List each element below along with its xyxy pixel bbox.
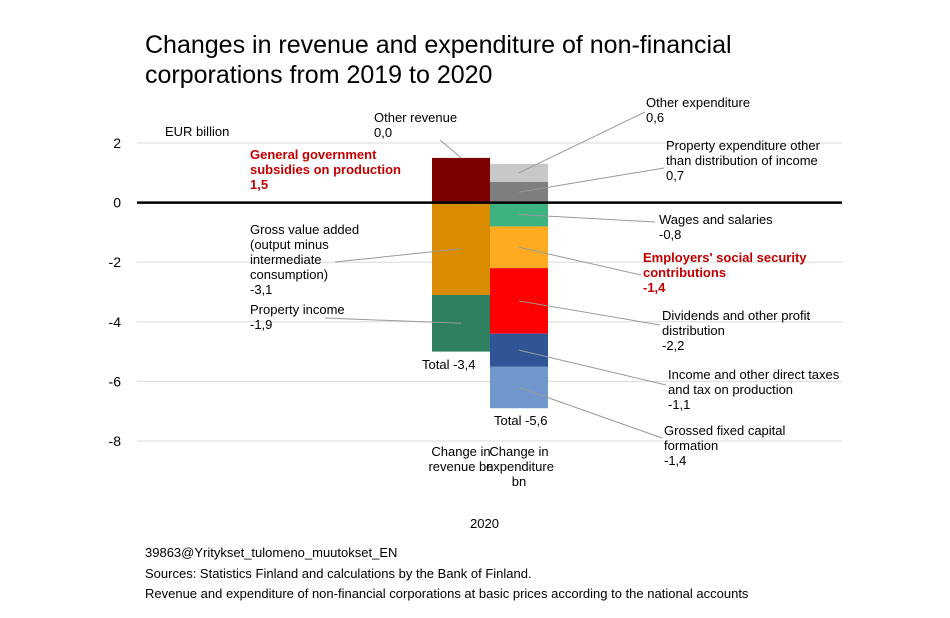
value-label: 1,5 [250,177,269,192]
y-tick-label: -2 [109,254,122,270]
series-label: Income and other direct taxes and tax on… [668,367,840,397]
leader-line [518,386,663,439]
note: 39863@Yritykset_tulomeno_muutokset_EN [145,545,398,560]
y-axis-label: EUR billion [165,124,230,139]
y-tick-label: 0 [113,195,121,211]
value-label: -3,1 [250,282,273,297]
y-tick-label: -4 [109,314,122,330]
series-label: Property income [250,302,345,317]
x-tick-label: Change in revenue bn [428,444,494,474]
x-axis-label: 2020 [470,516,499,531]
series-label: General government subsidies on producti… [250,147,401,177]
value-label: -1,4 [664,453,687,468]
series-label: Grossed fixed capital formation [664,423,786,453]
leader-line [518,300,661,326]
value-label: -0,8 [659,227,682,242]
note: Sources: Statistics Finland and calculat… [145,566,532,581]
series-label: Wages and salaries [659,212,773,227]
note: Revenue and expenditure of non-financial… [145,586,749,601]
leader-line [518,111,646,174]
value-label: -1,9 [250,317,273,332]
leader-line [518,246,642,276]
series-label: Other expenditure [646,95,751,110]
value-label: -2,2 [662,338,685,353]
total-label: Total -5,6 [494,413,548,429]
leader-line [518,214,656,223]
value-label: 0,0 [374,125,393,140]
x-tick-label: Change in expenditure bn [486,444,554,489]
series-label: Other revenue [374,110,458,125]
series-label: Gross value added (output minus intermed… [250,222,360,282]
leader-line [439,139,462,159]
y-tick-label: -8 [109,433,122,449]
value-label: 0,6 [646,110,665,125]
series-label: Dividends and other profit distribution [662,308,811,338]
bar-segment [432,157,490,203]
leader-line [334,248,462,263]
value-label: 0,7 [666,168,685,183]
y-tick-label: 2 [113,135,121,151]
series-label: Property expenditure other than distribu… [666,138,820,168]
leader-line [518,167,665,193]
total-label: Total -3,4 [422,356,476,372]
value-label: -1,1 [668,397,691,412]
value-label: -1,4 [643,280,666,295]
leader-line [518,349,667,386]
chart-title: Changes in revenue and expenditure of no… [145,31,732,89]
bar-segment [490,181,548,203]
y-tick-label: -6 [109,373,122,389]
series-label: Employers' social security contributions [643,250,807,280]
leader-line [324,317,462,324]
